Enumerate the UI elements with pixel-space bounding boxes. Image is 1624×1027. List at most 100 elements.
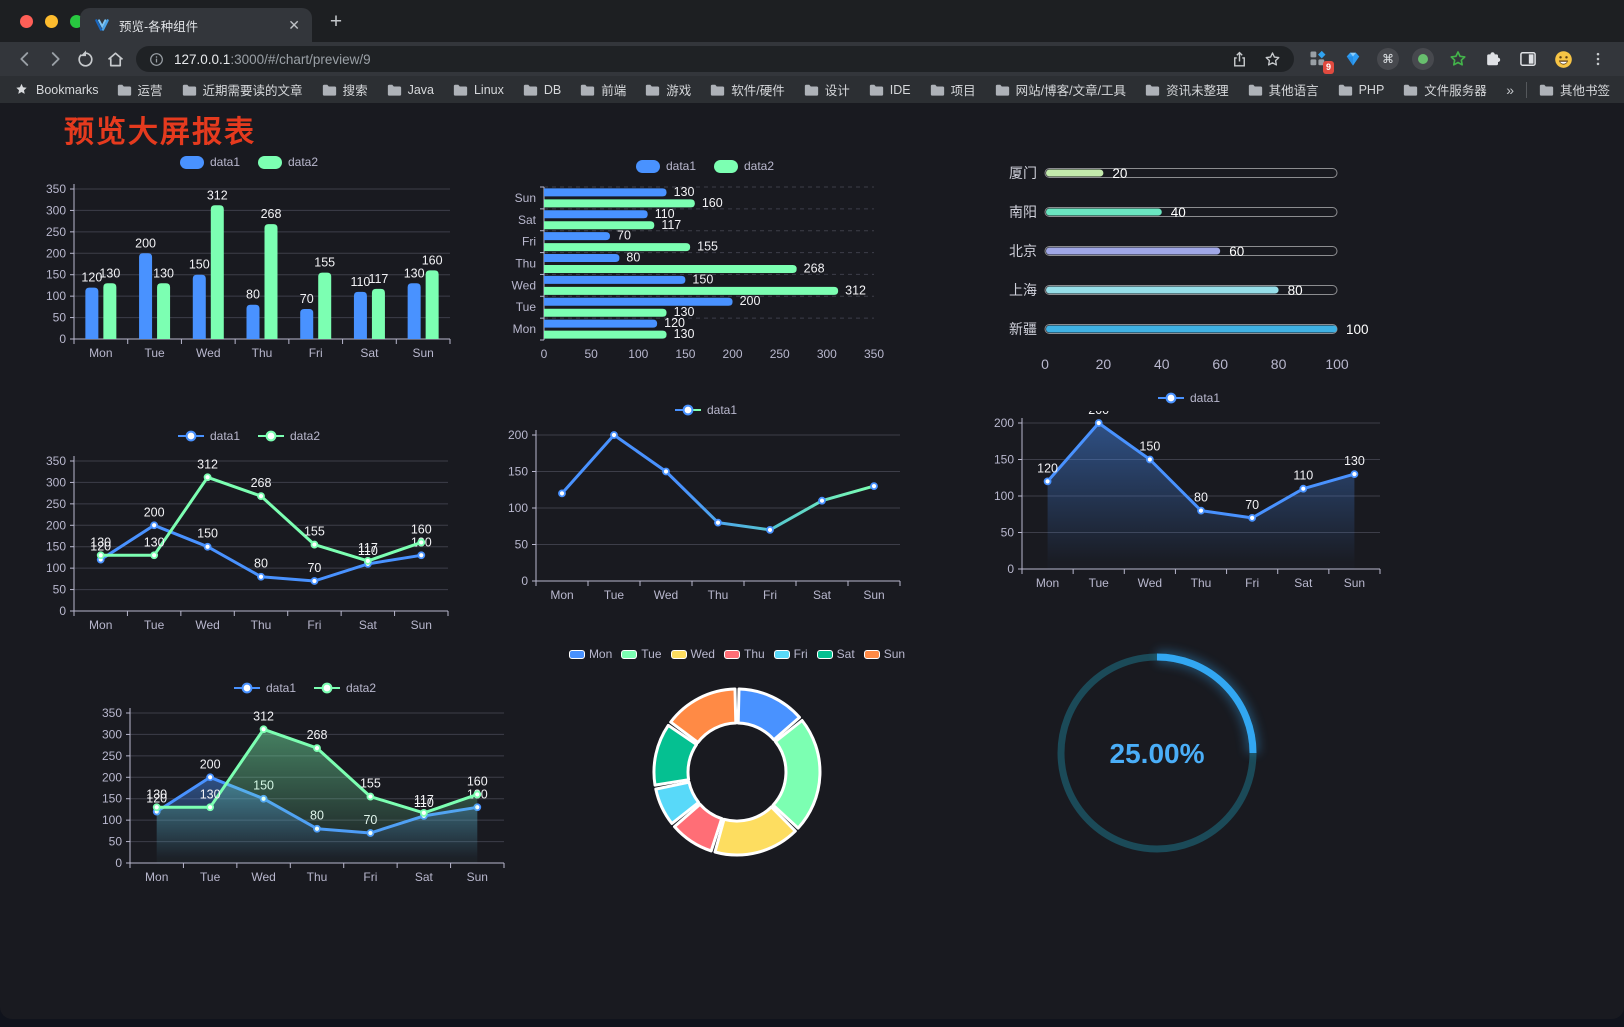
chart-area-two-series[interactable]: data1 data2 0 50 100 150 200 250 300 350 Mon Tue Wed… (94, 675, 516, 893)
chart-line-gradient[interactable]: data1 0 50 100 150 200 Mon Tue Wed Thu Fri Sat Sun (500, 397, 912, 611)
svg-text:Thu: Thu (708, 588, 729, 602)
bookmark-folder[interactable]: 资讯未整理 (1145, 80, 1229, 99)
url-text[interactable]: 127.0.0.1:3000/#/chart/preview/9 (174, 51, 371, 67)
tab-manager-extension-icon[interactable]: 9 (1306, 47, 1334, 74)
browser-tab-active[interactable]: 预览-各种组件 ✕ (80, 8, 312, 42)
svg-text:250: 250 (770, 347, 790, 361)
reload-button[interactable] (70, 45, 100, 73)
bookmark-folder[interactable]: 近期需要读的文章 (182, 80, 303, 99)
bookmark-folder[interactable]: IDE (869, 83, 911, 97)
legend-item-Fri[interactable]: Fri (773, 647, 808, 661)
bookmarks-overflow-button[interactable]: » (1506, 81, 1514, 98)
legend-swatch (670, 649, 687, 659)
svg-text:110: 110 (655, 207, 675, 221)
command-extension-icon[interactable]: ⌘ (1376, 47, 1400, 71)
legend-item-Sun[interactable]: Sun (863, 647, 905, 661)
svg-text:160: 160 (422, 253, 443, 267)
legend-swatch (621, 649, 638, 659)
fullscreen-window-button[interactable] (70, 15, 83, 28)
bookmarks-bar: Bookmarks 运营 近期需要读的文章 搜索 Java Linux DB 前端 游戏 软件/… (0, 76, 1624, 103)
emoji-extension-icon[interactable] (1551, 47, 1575, 71)
svg-text:120: 120 (1037, 461, 1058, 475)
close-window-button[interactable] (20, 15, 33, 28)
legend-item-data2[interactable]: data2 (714, 159, 774, 173)
legend-item-Mon[interactable]: Mon (568, 647, 612, 661)
bookmark-folder[interactable]: Java (387, 83, 434, 97)
svg-text:70: 70 (617, 229, 631, 243)
site-info-icon[interactable] (148, 51, 165, 68)
share-icon[interactable] (1230, 50, 1249, 69)
svg-text:Mon: Mon (145, 870, 168, 884)
svg-text:350: 350 (46, 454, 66, 468)
svg-text:300: 300 (46, 475, 66, 489)
green-star-extension-icon[interactable] (1446, 47, 1470, 71)
bookmark-folder[interactable]: 前端 (580, 80, 626, 99)
svg-text:Wed: Wed (512, 278, 536, 292)
bookmark-folder[interactable]: 软件/硬件 (710, 80, 785, 99)
legend-swatch (635, 159, 660, 173)
chart-donut[interactable]: Mon Tue Wed Thu Fri Sat Sun (552, 641, 922, 963)
chart-line-two-series[interactable]: data1 data2 0 50 100 150 200 250 300 350 Mon Tue Wed… (38, 423, 460, 641)
tab-close-icon[interactable]: ✕ (288, 17, 300, 33)
legend-item-data1[interactable]: data1 (179, 155, 240, 169)
other-bookmarks-folder[interactable]: 其他书签 (1539, 80, 1610, 99)
legend-item-data1[interactable]: data1 (233, 681, 296, 695)
chart-grouped-bar[interactable]: data1 data2 0 50 100 150 200 250 300 350 Mon Tue Wed… (38, 149, 460, 369)
svg-text:80: 80 (626, 251, 640, 265)
svg-text:100: 100 (102, 813, 122, 827)
extensions-puzzle-icon[interactable] (1481, 47, 1505, 71)
new-tab-button[interactable]: + (329, 10, 343, 33)
legend-item-data2[interactable]: data2 (314, 681, 376, 695)
bookmark-folder[interactable]: PHP (1338, 83, 1384, 97)
legend-item-Tue[interactable]: Tue (621, 647, 662, 661)
svg-text:0: 0 (521, 574, 528, 588)
svg-text:200: 200 (740, 294, 761, 308)
svg-text:80: 80 (1194, 491, 1208, 505)
svg-text:25.00%: 25.00% (1110, 738, 1205, 769)
legend-item-data1[interactable]: data1 (635, 159, 696, 173)
forward-button[interactable] (40, 45, 70, 73)
bookmark-folder[interactable]: 运营 (117, 80, 163, 99)
back-button[interactable] (10, 45, 40, 73)
legend-item-data1[interactable]: data1 (177, 429, 240, 443)
svg-text:150: 150 (197, 527, 218, 541)
side-panel-icon[interactable] (1516, 47, 1540, 71)
address-bar[interactable]: 127.0.0.1:3000/#/chart/preview/9 (136, 46, 1294, 72)
legend-item-Wed[interactable]: Wed (670, 647, 715, 661)
chart-legend: data1 (500, 397, 912, 423)
bookmark-folder[interactable]: 游戏 (645, 80, 691, 99)
legend-item-data2[interactable]: data2 (258, 155, 318, 169)
bookmark-folder[interactable]: 网站/博客/文章/工具 (995, 80, 1126, 99)
legend-item-data1[interactable]: data1 (674, 403, 737, 417)
svg-text:150: 150 (1139, 440, 1160, 454)
svg-text:Sun: Sun (467, 870, 488, 884)
bookmark-folder[interactable]: 文件服务器 (1403, 80, 1487, 99)
bookmark-folder[interactable]: DB (523, 83, 561, 97)
tab-strip: 预览-各种组件 ✕ + (0, 0, 1624, 42)
chart-area-single[interactable]: data1 0 50 100 150 200 Mon Tue Wed Thu Fri Sat Sun 12… (986, 385, 1392, 599)
bookmark-folder[interactable]: 搜索 (322, 80, 368, 99)
legend-item-data1[interactable]: data1 (1157, 391, 1220, 405)
chart-progress-bars[interactable]: 厦门 20 南阳 40 北京 60 上海 80 新疆 100 0 20 40 60 80 100 (988, 152, 1392, 392)
svg-text:130: 130 (99, 266, 120, 280)
chart-horizontal-bar[interactable]: data1 data2 Sun Sat Fri Thu Wed Tue Mon 0 50 100 150… (498, 153, 912, 368)
recorder-extension-icon[interactable] (1411, 47, 1435, 71)
bookmarks-root[interactable]: Bookmarks (14, 82, 99, 97)
svg-text:80: 80 (1288, 283, 1303, 298)
bookmark-folder[interactable]: 设计 (804, 80, 850, 99)
minimize-window-button[interactable] (45, 15, 58, 28)
bookmark-folder[interactable]: 项目 (930, 80, 976, 99)
bookmark-star-icon[interactable] (1263, 50, 1282, 69)
home-button[interactable] (100, 45, 130, 73)
svg-text:160: 160 (702, 196, 723, 210)
legend-item-Sat[interactable]: Sat (816, 647, 855, 661)
bookmark-folder[interactable]: Linux (453, 83, 504, 97)
bookmark-folder[interactable]: 其他语言 (1248, 80, 1319, 99)
browser-menu-icon[interactable] (1586, 47, 1610, 71)
legend-item-Thu[interactable]: Thu (723, 647, 765, 661)
svg-text:130: 130 (404, 266, 425, 280)
chart-gauge[interactable]: 25.00% (1040, 637, 1274, 871)
legend-item-data2[interactable]: data2 (258, 429, 320, 443)
gem-extension-icon[interactable] (1341, 47, 1365, 71)
tab-title: 预览-各种组件 (119, 19, 199, 34)
